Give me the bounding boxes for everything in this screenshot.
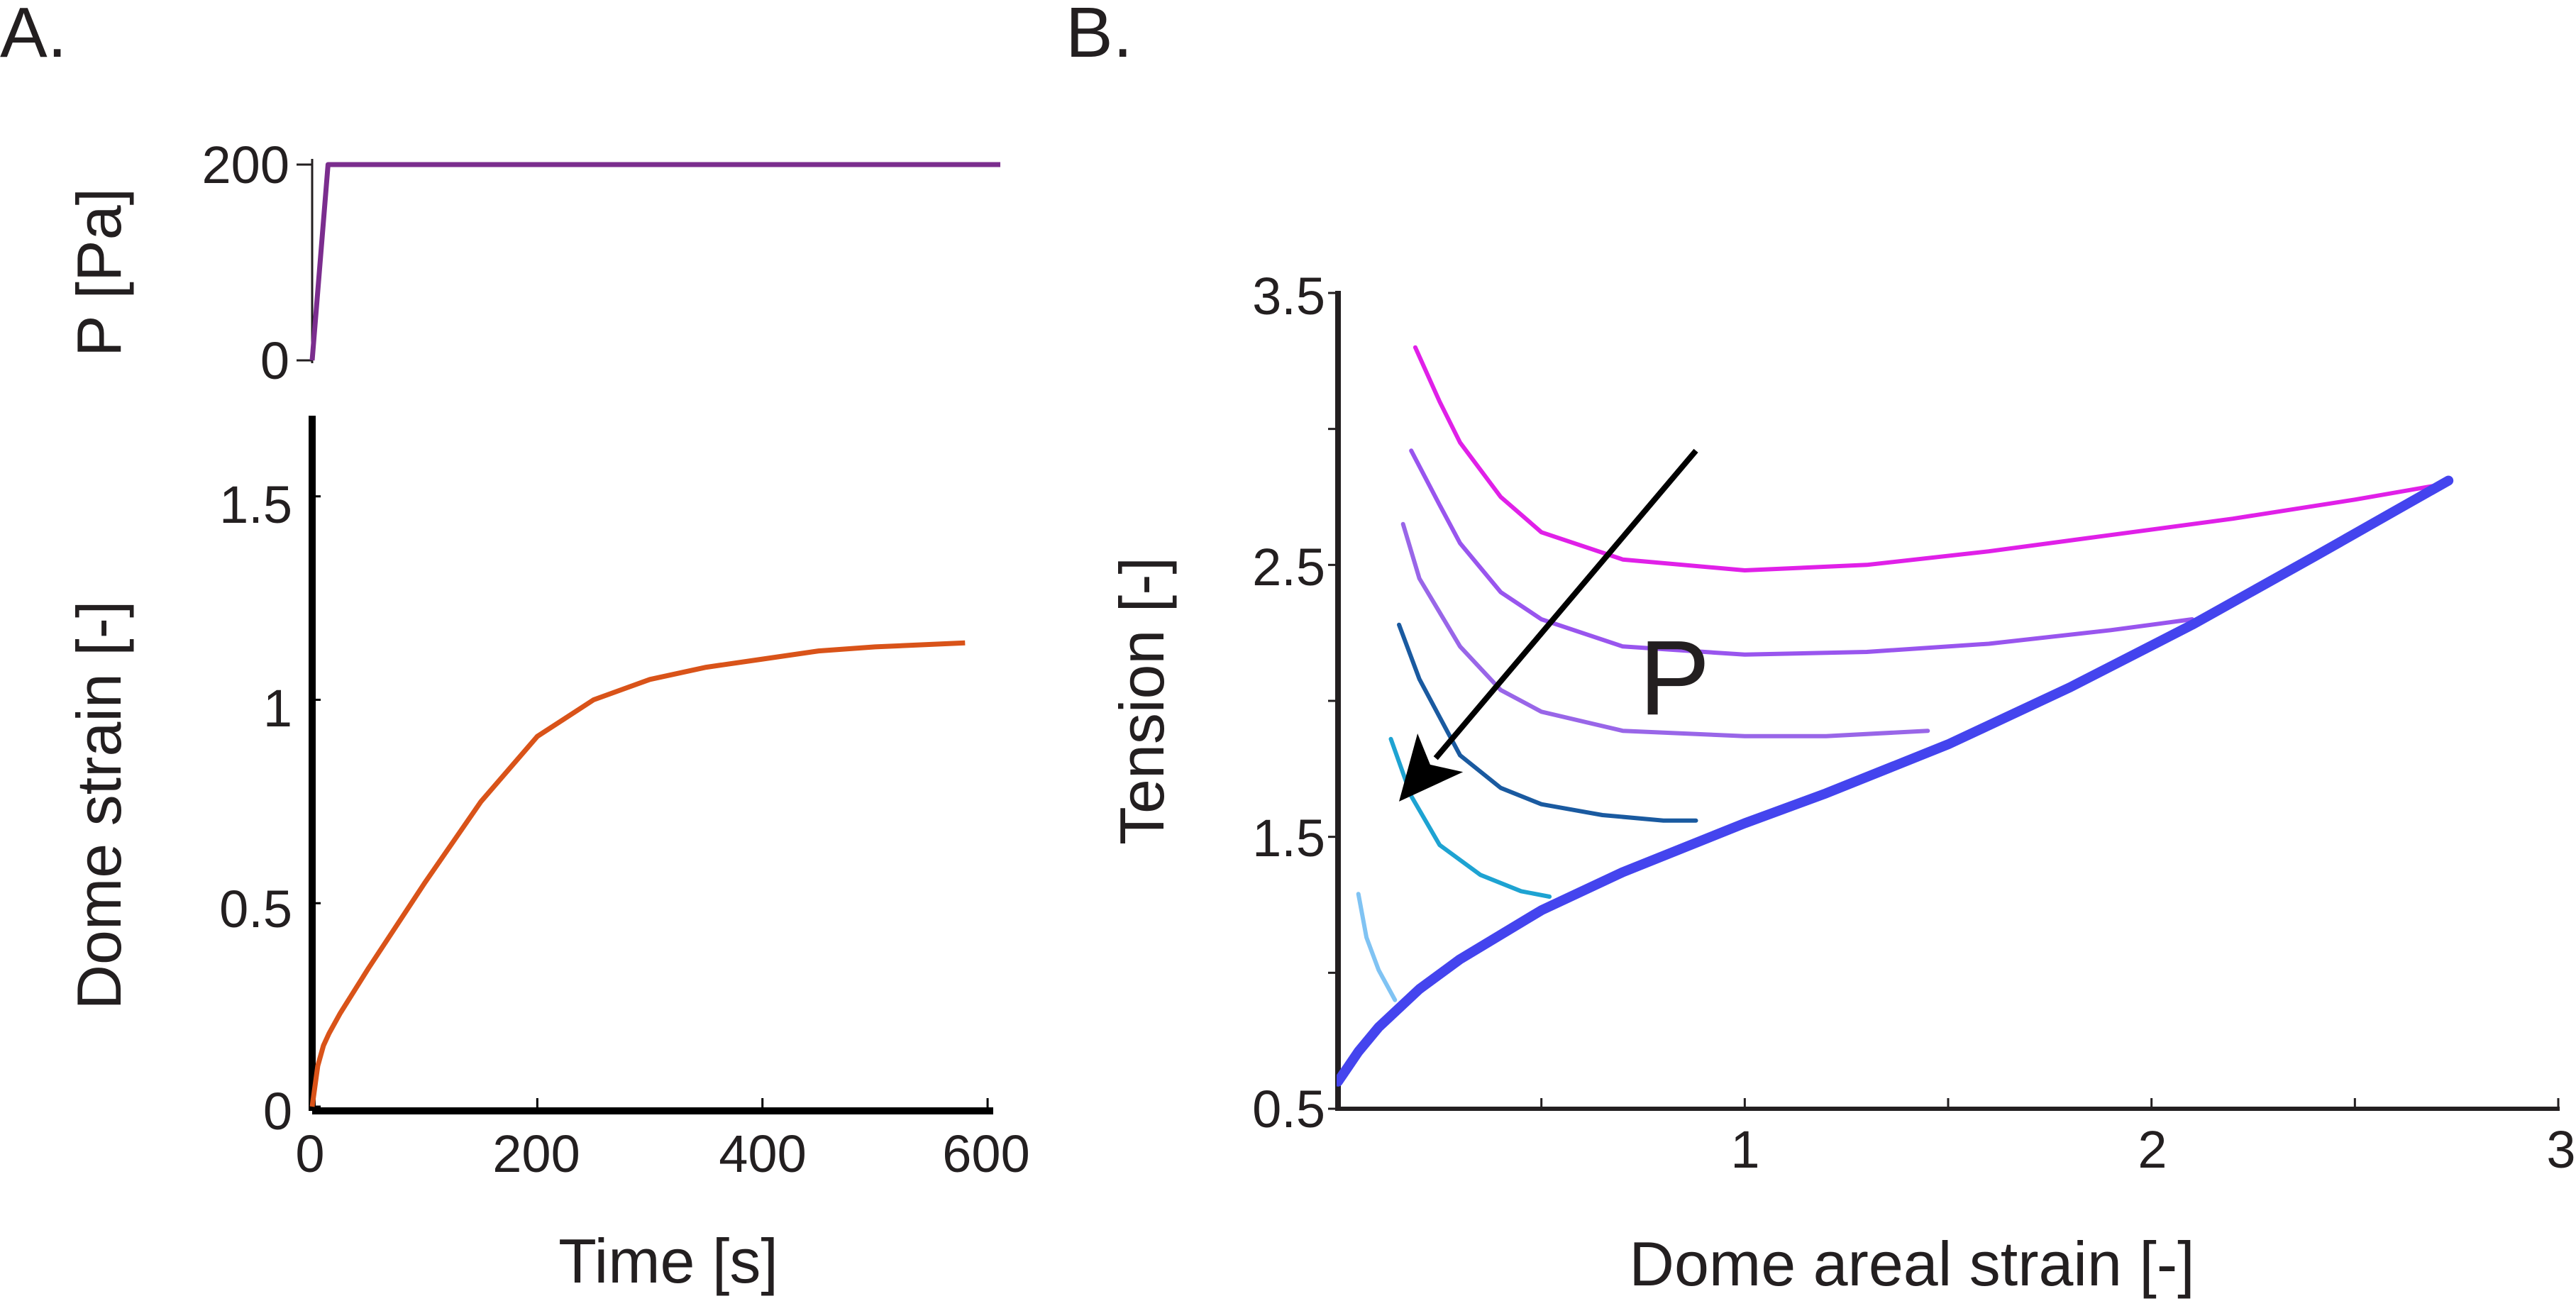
pressure-arrow-shaft [1433,448,1698,760]
strain-y-tick-label: 1 [263,679,292,738]
strain-x-tick-label: 600 [942,1124,1029,1183]
tension-tick-marks [1328,292,2560,1110]
pressure-y-tick-label: 0 [260,331,289,390]
strain-y-axis-title: Dome strain [-] [64,600,134,1009]
strain-y-tick-label: 1.5 [219,475,292,534]
strain-x-axis-title: Time [s] [558,1226,778,1296]
tension-y-tick-label: 0.5 [1252,1080,1325,1139]
panel-label-a: A. [0,0,67,72]
tension-y-tick-label: 1.5 [1252,809,1325,868]
tension-y-tick-label: 3.5 [1252,267,1325,326]
pressure-arrow-head [1399,733,1464,802]
strain-x-tick-label: 200 [492,1124,580,1183]
dome-strain-chart: 0 0.5 1 1.5 0 200 400 600 Time [s] Dome … [64,416,1030,1296]
tension-x-tick-label: 3 [2546,1120,2575,1179]
tension-y-axis-title: Tension [-] [1107,557,1177,845]
panel-label-b: B. [1066,0,1132,72]
strain-y-tick-label: 0 [263,1082,292,1141]
strain-series-line [309,640,966,1107]
tension-series-group [1337,345,2454,1087]
tension-series-curve [1356,892,1398,1002]
tension-series-curve [1397,622,1698,823]
tension-base-curve [1337,475,2454,1087]
tension-y-tick-label: 2.5 [1252,538,1325,597]
strain-y-tick-label: 0.5 [219,880,292,939]
pressure-chart: 200 0 P [Pa] [64,135,1000,390]
strain-tick-marks [312,495,989,1108]
tension-series-curve [1413,345,2451,572]
tension-series-curve [1409,448,2194,657]
tension-x-tick-label: 1 [1730,1120,1759,1179]
tension-x-tick-label: 2 [2138,1120,2167,1179]
tension-chart: 0.5 1.5 2.5 3.5 1 2 3 Dome areal strain … [1107,267,2576,1299]
pressure-y-axis-title: P [Pa] [64,188,134,357]
pressure-arrow-label: P [1639,618,1710,737]
pressure-y-tick-label: 200 [202,135,289,194]
tension-series-curve [1400,521,1930,738]
pressure-series-line [309,162,1000,361]
tension-x-axis-title: Dome areal strain [-] [1629,1229,2194,1299]
strain-x-tick-label: 0 [295,1124,324,1183]
strain-x-tick-label: 400 [719,1124,806,1183]
